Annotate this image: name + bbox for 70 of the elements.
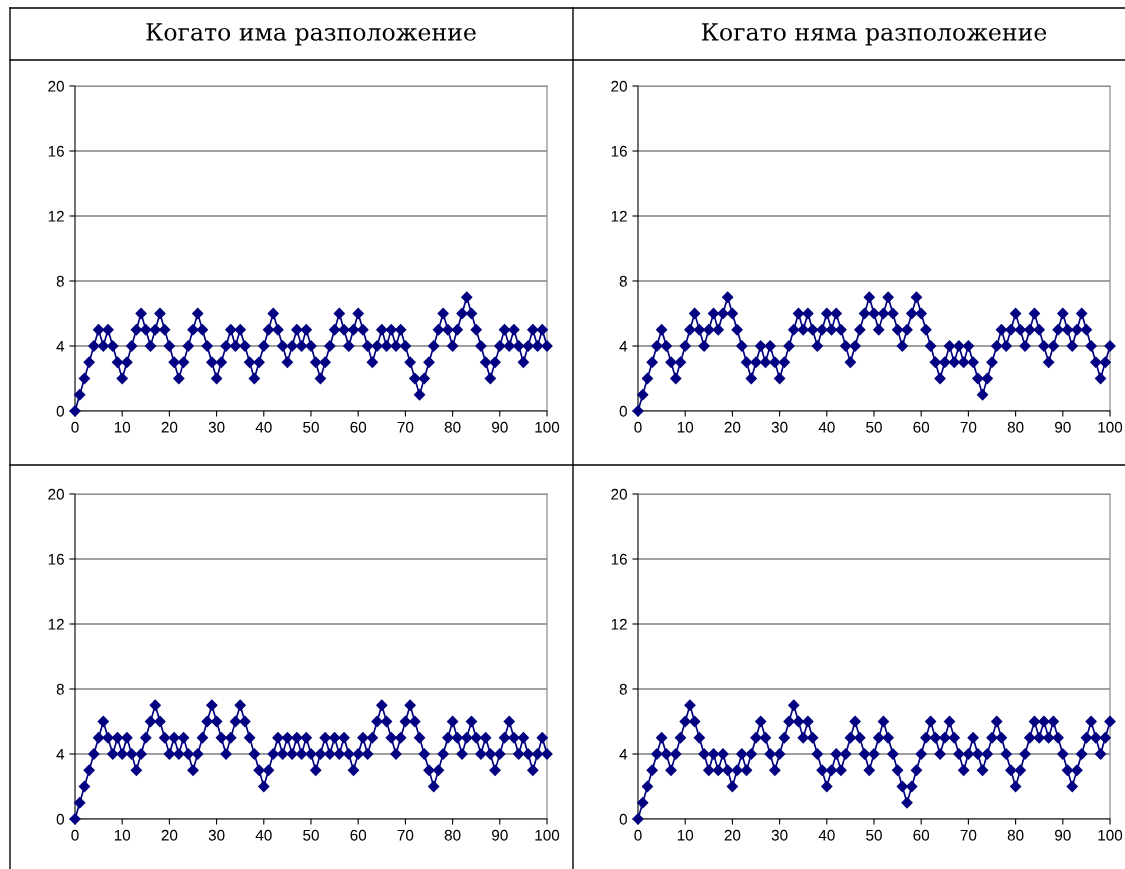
x-tick-label: 30 (771, 421, 788, 433)
x-tick-label: 10 (114, 829, 131, 841)
x-tick-label: 90 (492, 421, 508, 433)
x-tick-label: 10 (677, 421, 694, 433)
x-tick-label: 100 (1098, 829, 1123, 841)
y-tick-label: 4 (56, 749, 65, 760)
chart-title: Когато има разположение (146, 23, 476, 46)
x-tick-label: 70 (397, 829, 414, 841)
x-tick-label: 50 (866, 829, 882, 841)
y-tick-label: 20 (611, 80, 627, 92)
x-tick-label: 10 (677, 829, 694, 841)
x-tick-label: 100 (1098, 421, 1123, 433)
y-tick-label: 4 (56, 341, 65, 352)
x-tick-label: 0 (71, 421, 79, 433)
x-tick-label: 0 (71, 829, 79, 841)
y-tick-label: 0 (56, 813, 64, 825)
y-tick-label: 0 (619, 405, 627, 417)
x-tick-label: 100 (535, 421, 560, 433)
x-tick-label: 50 (303, 421, 319, 433)
x-tick-label: 60 (350, 421, 367, 433)
x-tick-label: 90 (1055, 829, 1071, 841)
y-tick-label: 0 (619, 813, 627, 825)
x-tick-label: 70 (960, 829, 977, 841)
x-tick-label: 30 (771, 829, 788, 841)
y-tick-label: 8 (56, 275, 64, 287)
x-tick-label: 80 (444, 421, 461, 433)
x-tick-label: 20 (724, 421, 741, 433)
x-tick-label: 0 (634, 829, 642, 841)
x-tick-label: 30 (208, 829, 225, 841)
y-tick-label: 8 (619, 275, 627, 287)
x-tick-label: 80 (1007, 829, 1024, 841)
x-tick-label: 20 (724, 829, 741, 841)
x-tick-label: 50 (866, 421, 882, 433)
y-tick-label: 12 (48, 210, 64, 222)
x-tick-label: 40 (255, 421, 272, 433)
x-tick-label: 40 (818, 421, 835, 433)
y-tick-label: 16 (611, 553, 627, 565)
y-tick-label: 20 (48, 80, 64, 92)
y-tick-label: 8 (619, 683, 627, 695)
x-tick-label: 90 (1055, 421, 1071, 433)
x-tick-label: 100 (535, 829, 560, 841)
y-tick-label: 8 (56, 683, 64, 695)
x-tick-label: 60 (350, 829, 367, 841)
chart-title: Когато няма разположение (701, 23, 1047, 46)
x-tick-label: 80 (1007, 421, 1024, 433)
y-tick-label: 4 (619, 341, 628, 352)
y-tick-label: 12 (611, 618, 627, 630)
x-tick-label: 80 (444, 829, 461, 841)
x-tick-label: 90 (492, 829, 508, 841)
y-tick-label: 20 (48, 488, 64, 500)
y-tick-label: 12 (611, 210, 627, 222)
y-tick-label: 0 (56, 405, 64, 417)
x-tick-label: 20 (161, 421, 178, 433)
x-tick-label: 40 (255, 829, 272, 841)
y-tick-label: 16 (48, 553, 64, 565)
x-tick-label: 10 (114, 421, 131, 433)
x-tick-label: 30 (208, 421, 225, 433)
y-tick-label: 20 (611, 488, 627, 500)
x-tick-label: 60 (913, 421, 930, 433)
y-tick-label: 12 (48, 618, 64, 630)
x-tick-label: 70 (397, 421, 414, 433)
x-tick-label: 0 (634, 421, 642, 433)
x-tick-label: 50 (303, 829, 319, 841)
x-tick-label: 40 (818, 829, 835, 841)
x-tick-label: 60 (913, 829, 930, 841)
x-tick-label: 20 (161, 829, 178, 841)
y-tick-label: 4 (619, 749, 628, 760)
x-tick-label: 70 (960, 421, 977, 433)
y-tick-label: 16 (48, 145, 64, 157)
y-tick-label: 16 (611, 145, 627, 157)
